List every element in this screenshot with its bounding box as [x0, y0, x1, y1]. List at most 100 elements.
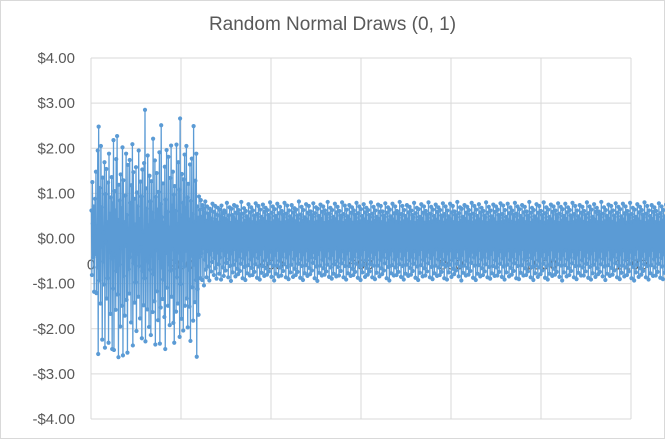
data-point — [430, 277, 435, 282]
data-point — [164, 147, 169, 153]
data-point — [286, 218, 291, 223]
data-point — [397, 199, 402, 205]
data-point — [476, 263, 481, 268]
data-point — [502, 219, 507, 224]
data-point — [649, 263, 654, 268]
data-point — [472, 263, 477, 268]
data-point — [353, 261, 359, 266]
data-point — [382, 261, 387, 266]
data-point — [135, 204, 140, 209]
data-point — [152, 299, 157, 304]
data-point — [366, 207, 371, 213]
data-point — [307, 220, 312, 225]
data-point — [237, 212, 242, 217]
data-point — [399, 256, 405, 261]
data-point — [580, 204, 585, 210]
data-point — [216, 262, 221, 267]
data-point — [98, 143, 103, 149]
data-point — [365, 272, 370, 277]
data-point — [628, 249, 633, 254]
data-point — [226, 275, 231, 280]
data-point — [242, 264, 247, 270]
data-point — [260, 263, 265, 269]
data-point — [590, 271, 595, 276]
data-point — [484, 200, 489, 205]
data-point — [564, 217, 569, 222]
data-point — [371, 256, 376, 261]
data-point — [523, 220, 528, 225]
data-point — [93, 252, 98, 257]
data-point — [599, 248, 604, 253]
data-point — [479, 257, 484, 262]
data-point — [448, 248, 453, 253]
data-point — [348, 217, 353, 223]
data-point — [610, 272, 615, 277]
data-point — [625, 208, 630, 214]
data-point — [161, 220, 166, 225]
data-point — [107, 211, 112, 216]
data-point — [445, 208, 450, 213]
data-point — [210, 247, 216, 252]
data-point — [201, 206, 206, 211]
data-point — [279, 208, 284, 214]
data-point — [568, 254, 573, 259]
data-point — [551, 204, 556, 209]
data-point — [280, 254, 285, 259]
data-point — [646, 208, 652, 213]
data-point — [101, 259, 106, 264]
data-point — [205, 211, 211, 216]
data-point — [407, 258, 412, 263]
data-point — [326, 248, 331, 253]
data-point — [415, 218, 420, 223]
data-point — [374, 270, 379, 275]
data-point — [517, 207, 522, 212]
data-point — [238, 261, 243, 266]
data-point — [582, 208, 587, 214]
data-point — [103, 239, 108, 244]
data-point — [648, 271, 653, 276]
data-point — [193, 178, 198, 183]
data-point — [443, 204, 448, 209]
data-point — [188, 338, 193, 344]
data-point — [443, 263, 449, 269]
data-point — [309, 268, 315, 273]
data-point — [425, 269, 430, 274]
data-point — [295, 269, 300, 274]
data-point — [324, 269, 329, 274]
data-point — [277, 204, 283, 210]
data-point — [361, 262, 366, 267]
data-point — [253, 262, 258, 267]
data-point — [277, 258, 282, 263]
data-point — [268, 249, 273, 254]
data-point — [609, 265, 614, 270]
data-point — [637, 204, 643, 210]
data-point — [455, 199, 460, 205]
y-tick-label: -$2.00 — [32, 321, 75, 338]
data-point — [403, 213, 408, 219]
data-point — [557, 274, 562, 279]
data-point — [527, 199, 532, 205]
data-point — [302, 271, 307, 276]
data-point — [600, 274, 605, 279]
data-point — [615, 255, 621, 260]
data-point — [293, 272, 298, 278]
data-point — [139, 336, 144, 341]
data-point — [591, 262, 596, 267]
data-point — [165, 209, 170, 214]
data-point — [646, 277, 651, 282]
y-tick-label: -$1.00 — [32, 276, 75, 293]
data-point — [324, 215, 329, 220]
data-point — [398, 248, 403, 253]
data-point — [289, 262, 294, 267]
data-point — [133, 280, 138, 285]
data-point — [638, 266, 643, 271]
data-point — [143, 186, 148, 191]
data-point — [236, 254, 242, 259]
data-point — [488, 251, 494, 256]
data-point — [308, 272, 313, 277]
data-point — [613, 201, 618, 206]
data-point — [129, 183, 134, 188]
data-point — [294, 253, 299, 258]
data-point — [212, 255, 217, 260]
data-point — [339, 261, 344, 266]
